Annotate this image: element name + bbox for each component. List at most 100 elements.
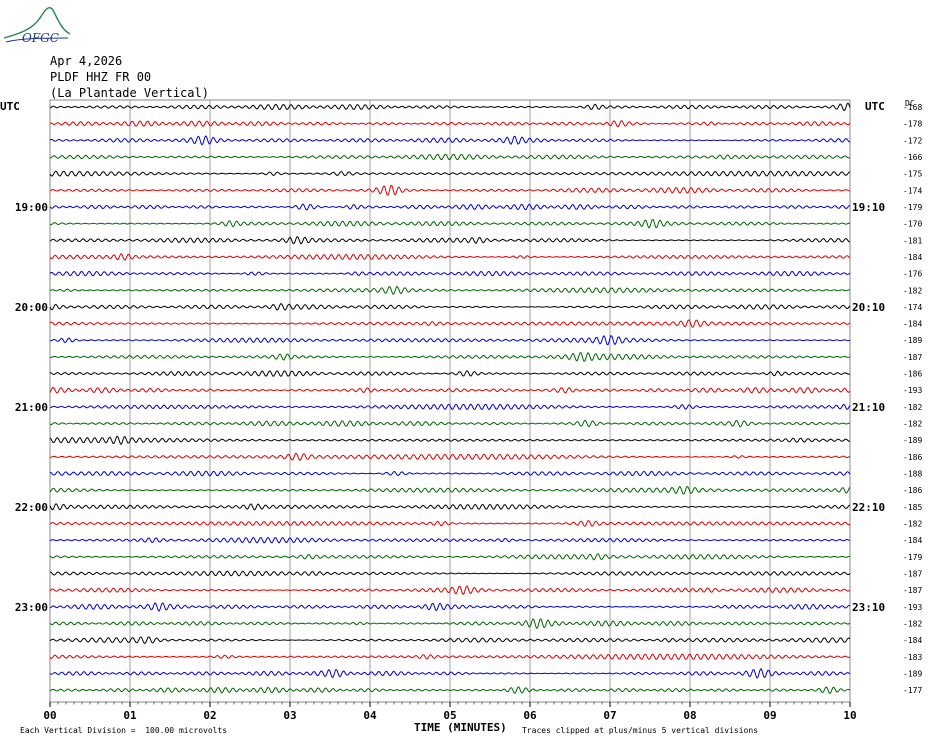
seismic-trace	[49, 370, 851, 377]
x-tick-label: 09	[763, 709, 776, 722]
seismic-trace	[49, 153, 851, 161]
dc-offset-label: -189	[903, 336, 922, 345]
dc-offset-label: -184	[903, 253, 922, 262]
seismic-trace	[50, 403, 851, 411]
right-time-label: 19:10	[852, 201, 885, 214]
seismic-trace	[49, 184, 851, 197]
x-tick-label: 02	[203, 709, 216, 722]
seismic-trace	[49, 120, 851, 128]
dc-offset-label: -189	[903, 436, 922, 445]
dc-offset-label: -187	[903, 353, 922, 362]
seismic-trace	[49, 653, 851, 661]
seismic-trace	[49, 686, 851, 695]
dc-offset-label: -185	[903, 503, 922, 512]
seismic-trace	[49, 435, 850, 446]
seismic-trace	[49, 170, 851, 177]
seismic-trace	[49, 503, 851, 511]
dc-offset-label: -179	[903, 203, 922, 212]
seismic-trace	[49, 135, 851, 146]
dc-offset-label: -187	[903, 569, 922, 578]
logo-text: OFGC	[22, 31, 59, 44]
scale-note: Each Vertical Division = 100.00 microvol…	[20, 726, 228, 735]
dc-offset-label: -186	[903, 486, 922, 495]
x-tick-label: 00	[43, 709, 56, 722]
seismic-trace	[49, 302, 851, 311]
station-location: (La Plantade Vertical)	[50, 86, 209, 100]
right-time-label: 21:10	[852, 401, 885, 414]
x-tick-label: 10	[843, 709, 856, 722]
seismic-trace	[49, 570, 851, 577]
dc-offset-label: -182	[903, 520, 922, 529]
left-time-label: 22:00	[15, 501, 48, 514]
seismic-trace	[49, 351, 851, 363]
plot-date: Apr 4,2026	[50, 54, 123, 68]
dc-offset-label: -178	[903, 120, 922, 129]
dc-offset-label: -183	[903, 653, 922, 662]
dc-offset-label: -193	[903, 386, 922, 395]
right-utc-label: UTC	[865, 100, 885, 113]
x-tick-label: 08	[683, 709, 696, 722]
dc-offset-label: -187	[903, 586, 922, 595]
dc-offset-label: -174	[903, 303, 922, 312]
x-axis-title: TIME (MINUTES)	[414, 721, 507, 734]
dc-offset-label: -166	[903, 153, 922, 162]
x-tick-label: 07	[603, 709, 616, 722]
seismic-trace	[49, 218, 851, 229]
seismic-trace	[49, 386, 851, 394]
dc-offset-label: -189	[903, 669, 922, 678]
seismic-trace	[49, 270, 851, 277]
dc-offset-label: -182	[903, 286, 922, 295]
x-tick-label: 04	[363, 709, 377, 722]
dc-offset-label: -193	[903, 603, 922, 612]
dc-offset-label: -175	[903, 170, 922, 179]
seismic-trace	[49, 585, 851, 596]
right-time-label: 22:10	[852, 501, 885, 514]
dc-offset-label: -172	[903, 136, 922, 145]
left-time-label: 19:00	[15, 201, 48, 214]
dc-offset-label: -174	[903, 186, 922, 195]
dc-offset-label: -177	[903, 686, 922, 695]
seismic-trace	[49, 285, 851, 295]
x-tick-label: 03	[283, 709, 296, 722]
left-time-label: 21:00	[15, 401, 48, 414]
clip-note: Traces clipped at plus/minus 5 vertical …	[522, 726, 759, 735]
ofgc-logo: OFGC	[3, 7, 71, 44]
dc-offset-label: -184	[903, 536, 922, 545]
seismic-trace	[49, 253, 851, 261]
seismic-trace	[49, 419, 851, 428]
dc-offset-label: -186	[903, 453, 922, 462]
dc-offset-label: -179	[903, 553, 922, 562]
seismic-trace	[49, 602, 851, 612]
dc-offset-label: -182	[903, 420, 922, 429]
seismic-trace	[49, 319, 851, 328]
dc-offset-label: -184	[903, 636, 922, 645]
dc-offset-label: -181	[903, 236, 922, 245]
x-tick-label: 01	[123, 709, 137, 722]
dc-offset-label: -182	[903, 403, 922, 412]
left-time-label: 23:00	[15, 601, 48, 614]
x-tick-label: 06	[523, 709, 537, 722]
right-time-label: 23:10	[852, 601, 885, 614]
seismic-trace	[49, 102, 851, 112]
seismic-trace	[49, 452, 851, 462]
dc-label: DC	[905, 99, 915, 108]
seismic-trace	[49, 536, 851, 544]
seismic-trace	[49, 485, 851, 495]
station-code: PLDF HHZ FR 00	[50, 70, 152, 84]
seismic-trace	[49, 203, 851, 211]
seismic-trace	[49, 618, 851, 630]
dc-offset-label: -188	[903, 470, 922, 479]
seismic-trace	[49, 553, 851, 561]
x-tick-label: 05	[443, 709, 456, 722]
right-time-label: 20:10	[852, 301, 885, 314]
dc-offset-label: -182	[903, 619, 922, 628]
dc-offset-label: -176	[903, 270, 922, 279]
left-utc-label: UTC	[0, 100, 20, 113]
dc-offset-label: -168	[903, 103, 922, 112]
dc-offset-label: -186	[903, 370, 922, 379]
seismic-trace	[49, 667, 851, 679]
seismic-trace	[49, 236, 851, 245]
dc-offset-label: -170	[903, 220, 922, 229]
seismic-trace	[49, 470, 851, 477]
